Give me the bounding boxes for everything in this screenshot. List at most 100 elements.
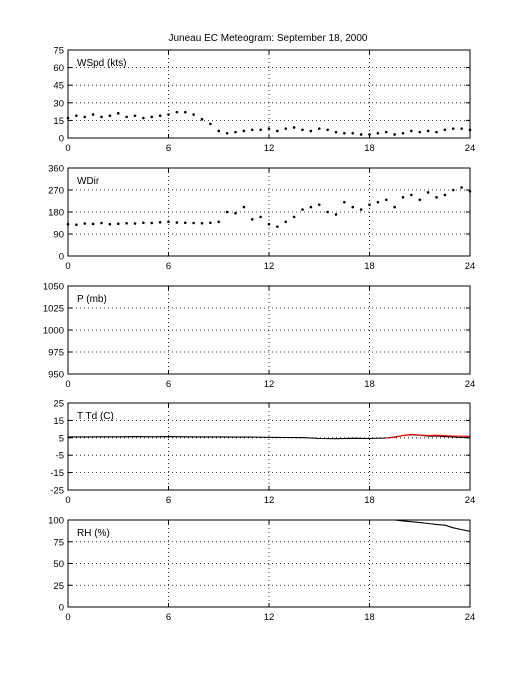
wspd-point [142, 116, 145, 120]
y-tick-label: 15 [53, 116, 64, 127]
wspd-point [359, 133, 363, 136]
wspd-point [158, 114, 162, 118]
wspd-point [393, 133, 396, 136]
y-tick-label: 90 [53, 230, 64, 241]
x-tick-label: 0 [65, 143, 70, 154]
y-tick-label: 15 [53, 416, 64, 427]
wspd-point [259, 128, 262, 132]
wdir-point [267, 222, 271, 226]
wspd-point [125, 115, 128, 119]
y-tick-label: 270 [48, 186, 64, 197]
wspd-point [334, 130, 338, 134]
wspd-point [242, 129, 246, 133]
y-tick-label: 5 [59, 433, 64, 444]
y-tick-label: 1000 [43, 326, 64, 337]
t-td-axes-box [67, 402, 471, 491]
rh-series-line-0 [386, 519, 471, 532]
x-tick-label: 24 [465, 495, 476, 506]
wdir-point [108, 222, 112, 226]
x-tick-label: 18 [364, 143, 375, 154]
wdir-point [451, 188, 455, 192]
wspd-point [250, 128, 254, 132]
wdir-point [133, 222, 137, 225]
wspd-point [460, 127, 463, 130]
wdir-point [443, 193, 447, 197]
x-tick-label: 24 [465, 612, 476, 623]
y-tick-label: 1050 [43, 282, 64, 293]
wdir-point [410, 193, 413, 197]
wspd-point [426, 129, 430, 133]
wdir-point [100, 221, 103, 225]
y-tick-label: 25 [53, 399, 64, 410]
wdir-point [125, 221, 128, 225]
wdir-point [200, 221, 204, 225]
wdir-point [376, 200, 380, 204]
wdir-point [167, 220, 170, 224]
wspd-point [209, 122, 212, 126]
x-tick-label: 24 [465, 379, 476, 390]
x-tick-label: 6 [166, 261, 171, 272]
y-tick-label: 25 [53, 581, 64, 592]
y-tick-label: 45 [53, 81, 64, 92]
y-tick-label: -25 [50, 486, 64, 497]
wdir-point [250, 218, 254, 221]
x-tick-label: 12 [264, 261, 275, 272]
wspd-point [276, 129, 279, 133]
wspd-point [435, 130, 438, 134]
rh-panel: 0 6 12 18 24 0 25 50 75 100 RH (%) [48, 516, 475, 624]
y-tick-label: 30 [53, 98, 64, 109]
wdir-point [75, 223, 78, 227]
wdir-point [435, 196, 438, 199]
wdir-point [418, 198, 422, 202]
y-tick-label: -5 [56, 451, 64, 462]
wspd-point [116, 112, 120, 115]
wdir-point [242, 205, 246, 209]
wspd-point [234, 130, 237, 134]
wspd-point [133, 114, 137, 118]
wdir-point [142, 221, 145, 225]
t-td-panel: 0 6 12 18 24 -25 -15 -5 5 15 25 T Td (C) [50, 399, 475, 507]
wdir-point [326, 210, 329, 214]
wdir-point [91, 222, 95, 226]
wdir-point [225, 210, 229, 214]
wdir-point [317, 203, 321, 206]
x-tick-label: 18 [364, 612, 375, 623]
wdir-point [259, 215, 262, 219]
x-tick-label: 6 [166, 143, 171, 154]
wdir-point [368, 203, 371, 206]
y-tick-label: 950 [48, 370, 64, 381]
wdir-point [351, 205, 355, 209]
wspd-point [309, 129, 313, 133]
t-td-series-line-0 [68, 434, 471, 440]
wdir-point [183, 221, 187, 225]
wspd-point [192, 113, 195, 116]
x-tick-label: 0 [65, 612, 70, 623]
y-tick-label: 75 [53, 46, 64, 57]
wdir-point [334, 213, 338, 216]
x-tick-label: 6 [166, 495, 171, 506]
y-tick-label: 0 [59, 134, 64, 145]
wdir-point [209, 221, 212, 225]
wspd-point [175, 110, 179, 114]
chart-title: Juneau EC Meteogram: September 18, 2000 [168, 33, 368, 44]
x-tick-label: 0 [65, 379, 70, 390]
wdir-point [284, 220, 288, 224]
wspd-point [317, 127, 321, 130]
wdir-point [292, 215, 296, 219]
wspd-point [376, 132, 380, 135]
wspd-point [351, 132, 355, 135]
wspd-point [410, 129, 413, 133]
y-tick-label: 1025 [43, 304, 64, 315]
wspd-point [83, 115, 87, 119]
x-tick-label: 18 [364, 495, 375, 506]
wdir-point [301, 208, 304, 211]
x-tick-label: 18 [364, 379, 375, 390]
y-tick-label: 60 [53, 63, 64, 74]
y-tick-label: 0 [59, 252, 64, 263]
wspd-point [384, 130, 388, 134]
x-tick-label: 12 [264, 612, 275, 623]
y-tick-label: 100 [48, 516, 64, 527]
wspd-point [418, 130, 422, 134]
wspd-point [91, 113, 95, 116]
